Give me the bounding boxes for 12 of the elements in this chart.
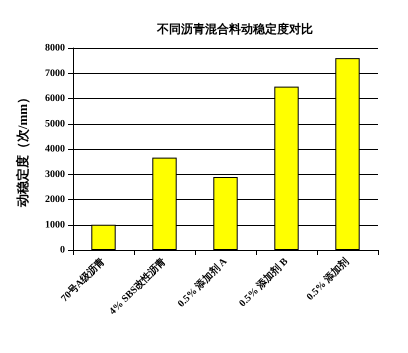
chart-title: 不同沥青混合料动稳定度对比 bbox=[156, 22, 313, 36]
y-tick-label: 6000 bbox=[45, 93, 65, 104]
y-tick-label: 1000 bbox=[45, 219, 65, 230]
x-tick-label: 70号A级沥青 bbox=[58, 255, 108, 304]
y-tick-label: 0 bbox=[60, 244, 65, 256]
y-tick-label: 3000 bbox=[45, 168, 65, 180]
y-tick-label: 5000 bbox=[45, 118, 65, 130]
y-tick-label: 8000 bbox=[45, 42, 65, 54]
y-axis-title: 动稳定度（次/mm） bbox=[15, 90, 30, 208]
y-tick-label: 2000 bbox=[45, 194, 65, 205]
y-tick-label: 7000 bbox=[45, 68, 65, 79]
y-tick-label: 4000 bbox=[45, 144, 65, 154]
